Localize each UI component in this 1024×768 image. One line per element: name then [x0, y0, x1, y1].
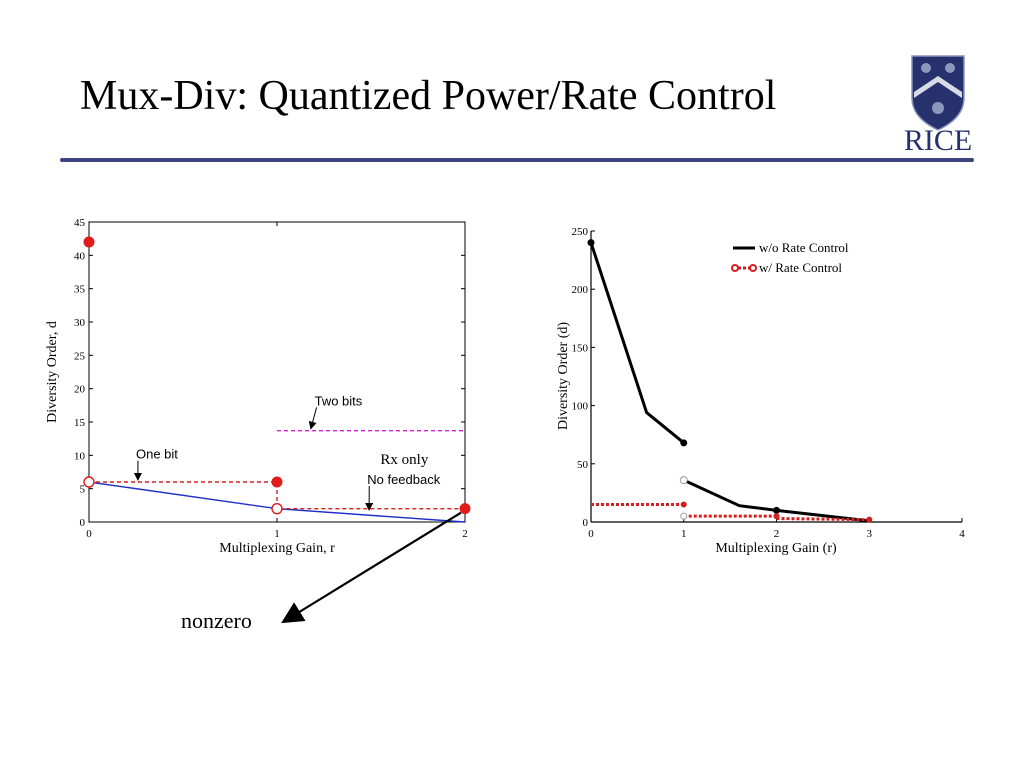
- left-y-tick-label: 10: [74, 450, 86, 462]
- left-y-ticks: 0 5 10 15 20 25 30 35 40 45: [74, 217, 465, 529]
- nonzero-label: nonzero: [181, 608, 252, 633]
- title-divider: [60, 158, 974, 162]
- right-y-tick-label: 50: [577, 459, 589, 471]
- right-y-tick-label: 150: [572, 342, 589, 354]
- right-x-tick-label: 4: [959, 528, 965, 540]
- left-annotation-label: Two bits: [315, 393, 363, 408]
- right-x-tick-label: 3: [867, 528, 873, 540]
- rice-shield-icon: [911, 55, 965, 131]
- left-filled-point: [459, 503, 471, 515]
- left-annotations: One bit Two bits Rx only No feedback: [133, 393, 462, 624]
- left-annotation-label: One bit: [136, 447, 178, 462]
- slide-title: Mux-Div: Quantized Power/Rate Control: [80, 73, 777, 119]
- right-x-ticks: 0 1 2 3 4: [588, 518, 965, 540]
- right-series-with-rate-control: [776, 517, 870, 522]
- legend-marker: [749, 264, 757, 272]
- left-open-point: [83, 476, 95, 488]
- left-x-axis-label: Multiplexing Gain, r: [219, 541, 335, 556]
- left-x-tick-label: 0: [86, 528, 92, 540]
- nonzero-callout-arrow: [281, 511, 462, 624]
- right-x-tick-label: 2: [774, 528, 780, 540]
- left-filled-point: [83, 236, 95, 248]
- left-y-tick-label: 15: [74, 417, 86, 429]
- left-annotation-arrow: [308, 407, 318, 430]
- right-series-without-rate-control: [589, 242, 685, 445]
- right-y-tick-label: 250: [572, 226, 589, 238]
- left-y-tick-label: 5: [80, 484, 86, 496]
- left-y-tick-label: 40: [74, 250, 86, 262]
- right-x-tick-label: 0: [588, 528, 594, 540]
- right-y-tick-label: 0: [583, 517, 589, 529]
- right-open-point: [680, 512, 688, 520]
- rice-logo: RICE: [904, 55, 972, 154]
- left-y-axis-label: Diversity Order, d: [45, 321, 60, 423]
- legend-marker: [731, 264, 739, 272]
- left-y-tick-label: 45: [74, 217, 86, 229]
- left-annotation-label: No feedback: [367, 472, 440, 487]
- right-y-tick-label: 100: [572, 401, 589, 413]
- right-y-ticks: 0 50 100 150 200 250: [572, 226, 595, 529]
- right-open-point: [679, 476, 688, 485]
- right-legend: w/o Rate Control w/ Rate Control: [731, 240, 849, 275]
- left-y-tick-label: 30: [74, 317, 86, 329]
- left-x-tick-label: 2: [462, 528, 468, 540]
- left-y-tick-label: 0: [80, 517, 86, 529]
- left-x-tick-label: 1: [274, 528, 280, 540]
- right-y-tick-label: 200: [572, 284, 589, 296]
- legend-label-without: w/o Rate Control: [759, 240, 849, 255]
- right-black-point: [587, 239, 595, 247]
- legend-label-with: w/ Rate Control: [759, 260, 842, 275]
- right-red-point: [866, 516, 873, 523]
- right-y-axis-label: Diversity Order (d): [556, 322, 571, 430]
- left-filled-point: [271, 476, 283, 488]
- right-series-without-rate-control: [683, 478, 870, 523]
- left-y-tick-label: 25: [74, 350, 86, 362]
- logo-text: RICE: [904, 124, 972, 154]
- right-x-axis-label: Multiplexing Gain (r): [715, 541, 837, 556]
- left-open-point: [271, 502, 283, 515]
- owl-icon: [945, 63, 955, 73]
- right-x-tick-label: 1: [681, 528, 687, 540]
- owl-icon: [921, 63, 931, 73]
- shield-chevron: [914, 76, 962, 98]
- right-series: [587, 239, 873, 523]
- right-legend-box: [722, 236, 872, 278]
- right-black-point: [680, 439, 688, 447]
- left-y-tick-label: 20: [74, 384, 86, 396]
- right-red-point: [773, 513, 780, 520]
- right-red-point: [680, 501, 687, 508]
- right-black-point: [773, 506, 780, 514]
- left-y-tick-label: 35: [74, 284, 86, 296]
- left-annotation-label: Rx only: [380, 452, 428, 468]
- owl-icon: [932, 102, 944, 114]
- left-points: [83, 236, 471, 515]
